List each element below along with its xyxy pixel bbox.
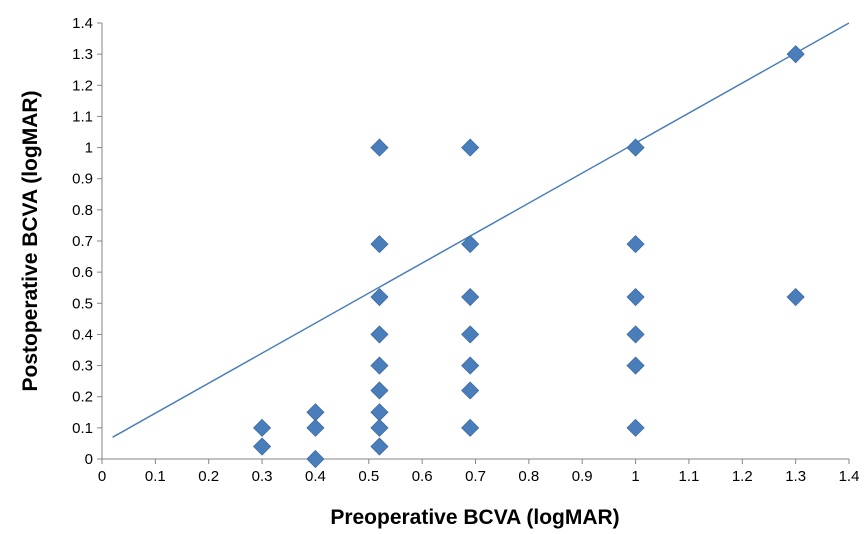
y-tick-label: 1 — [85, 140, 93, 157]
data-point — [786, 45, 805, 64]
y-tick-label: 1.4 — [72, 15, 93, 32]
x-tick-label: 0.2 — [198, 468, 219, 485]
x-tick-label: 0.3 — [252, 468, 273, 485]
data-point — [370, 381, 389, 400]
y-tick-label: 0.6 — [72, 264, 93, 281]
x-tick-label: 0.4 — [305, 468, 326, 485]
data-point — [626, 418, 645, 437]
y-tick-label: 1.1 — [72, 108, 93, 125]
data-point — [306, 418, 325, 437]
y-axis-ticks: 0 0.1 0.2 0.3 0.4 0.5 0.6 0.7 0.8 0.9 1 1.1 1.2 1.3 1.… — [72, 15, 102, 468]
data-point — [461, 138, 480, 157]
y-tick-label: 0.4 — [72, 326, 93, 343]
y-tick-label: 0.3 — [72, 358, 93, 375]
data-point — [626, 287, 645, 307]
data-point — [461, 381, 480, 400]
x-tick-label: 1.3 — [785, 468, 806, 485]
data-point — [370, 356, 389, 375]
x-tick-label: 0 — [98, 468, 106, 485]
y-tick-label: 1.3 — [72, 46, 93, 63]
y-tick-label: 0.1 — [72, 420, 93, 437]
y-tick-label: 1.2 — [72, 77, 93, 94]
data-point — [461, 356, 480, 375]
data-point — [306, 449, 325, 469]
x-tick-label: 0.8 — [518, 468, 539, 485]
y-tick-label: 0.5 — [72, 295, 93, 312]
y-tick-label: 0.7 — [72, 233, 93, 250]
data-point — [370, 325, 389, 344]
data-point — [306, 403, 325, 422]
data-point — [786, 287, 805, 307]
data-point — [253, 418, 272, 437]
data-point — [626, 138, 645, 157]
x-tick-label: 1.4 — [839, 468, 860, 485]
x-tick-label: 0.5 — [358, 468, 379, 485]
data-point — [626, 325, 645, 344]
data-point — [370, 437, 389, 456]
data-point — [370, 138, 389, 157]
data-point — [461, 287, 480, 307]
data-point — [370, 418, 389, 437]
data-point — [370, 403, 389, 422]
x-tick-label: 1.1 — [678, 468, 699, 485]
trendline — [112, 22, 850, 438]
y-tick-label: 0.8 — [72, 202, 93, 219]
data-point — [461, 235, 480, 254]
data-point — [461, 418, 480, 437]
data-point — [370, 235, 389, 254]
y-tick-label: 0.9 — [72, 171, 93, 188]
x-axis-ticks: 0 0.1 0.2 0.3 0.4 0.5 0.6 0.7 0.8 0.9 1 1.1 1.2 1.3 1.… — [98, 459, 860, 485]
x-tick-label: 1 — [631, 468, 639, 485]
x-tick-label: 0.6 — [412, 468, 433, 485]
trendline-layer — [112, 22, 850, 438]
x-tick-label: 0.1 — [145, 468, 166, 485]
x-tick-label: 0.9 — [572, 468, 593, 485]
x-tick-label: 0.7 — [465, 468, 486, 485]
x-axis-title: Preoperative BCVA (logMAR) — [330, 506, 619, 529]
data-points — [253, 45, 805, 469]
data-point — [626, 235, 645, 254]
data-point — [253, 437, 272, 456]
data-point — [626, 356, 645, 375]
y-tick-label: 0 — [85, 451, 93, 468]
data-point — [461, 325, 480, 344]
y-axis-title: Postoperative BCVA (logMAR) — [19, 90, 42, 391]
x-tick-label: 1.2 — [732, 468, 753, 485]
y-tick-label: 0.2 — [72, 389, 93, 406]
data-point — [370, 287, 389, 307]
